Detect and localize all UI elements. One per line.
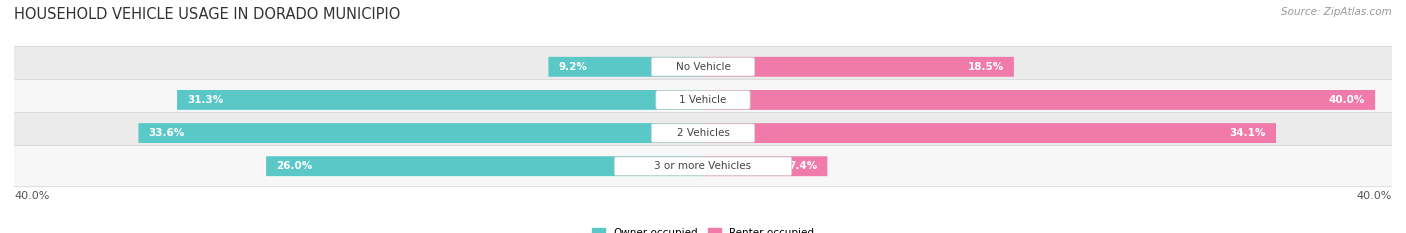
Text: 40.0%: 40.0%: [1329, 95, 1365, 105]
Text: 31.3%: 31.3%: [187, 95, 224, 105]
FancyBboxPatch shape: [651, 58, 755, 76]
FancyBboxPatch shape: [11, 79, 1395, 120]
FancyBboxPatch shape: [266, 156, 703, 176]
Text: 40.0%: 40.0%: [1357, 191, 1392, 201]
Text: No Vehicle: No Vehicle: [675, 62, 731, 72]
Legend: Owner-occupied, Renter-occupied: Owner-occupied, Renter-occupied: [588, 224, 818, 233]
FancyBboxPatch shape: [614, 157, 792, 175]
Text: 2 Vehicles: 2 Vehicles: [676, 128, 730, 138]
FancyBboxPatch shape: [138, 123, 703, 143]
FancyBboxPatch shape: [11, 113, 1395, 154]
Text: 3 or more Vehicles: 3 or more Vehicles: [654, 161, 752, 171]
Text: 34.1%: 34.1%: [1229, 128, 1265, 138]
Text: 33.6%: 33.6%: [149, 128, 184, 138]
FancyBboxPatch shape: [703, 156, 827, 176]
FancyBboxPatch shape: [703, 57, 1014, 77]
Text: 18.5%: 18.5%: [967, 62, 1004, 72]
Text: HOUSEHOLD VEHICLE USAGE IN DORADO MUNICIPIO: HOUSEHOLD VEHICLE USAGE IN DORADO MUNICI…: [14, 7, 401, 22]
Text: Source: ZipAtlas.com: Source: ZipAtlas.com: [1281, 7, 1392, 17]
FancyBboxPatch shape: [651, 124, 755, 142]
FancyBboxPatch shape: [703, 90, 1375, 110]
FancyBboxPatch shape: [11, 146, 1395, 187]
FancyBboxPatch shape: [11, 46, 1395, 87]
Text: 26.0%: 26.0%: [276, 161, 312, 171]
Text: 9.2%: 9.2%: [558, 62, 588, 72]
Text: 7.4%: 7.4%: [787, 161, 817, 171]
FancyBboxPatch shape: [703, 123, 1277, 143]
FancyBboxPatch shape: [177, 90, 703, 110]
FancyBboxPatch shape: [548, 57, 703, 77]
Text: 40.0%: 40.0%: [14, 191, 49, 201]
Text: 1 Vehicle: 1 Vehicle: [679, 95, 727, 105]
FancyBboxPatch shape: [655, 91, 751, 109]
